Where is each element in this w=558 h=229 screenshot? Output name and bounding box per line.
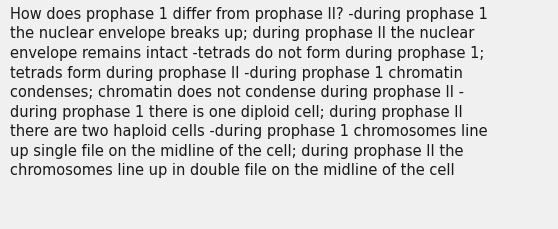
Text: How does prophase 1 differ from prophase II? -during prophase 1
the nuclear enve: How does prophase 1 differ from prophase… (10, 7, 488, 178)
